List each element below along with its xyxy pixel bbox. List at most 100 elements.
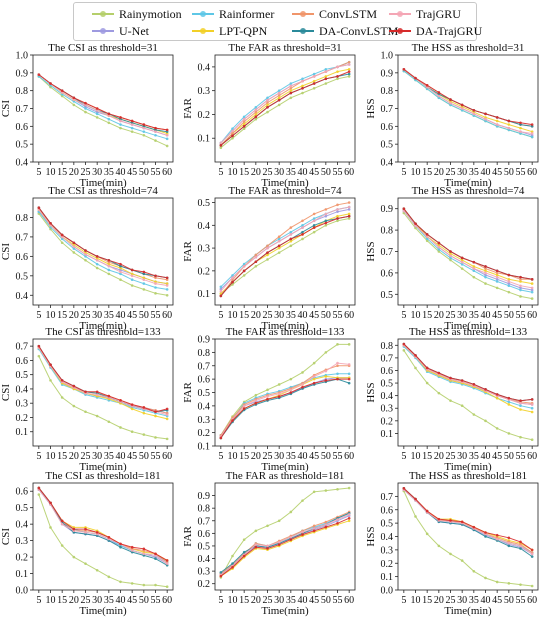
x-tick-label: 60 bbox=[344, 167, 354, 178]
series-point bbox=[301, 533, 304, 536]
series-point bbox=[336, 518, 339, 521]
series-point bbox=[495, 271, 499, 275]
series-point bbox=[154, 557, 157, 561]
series-point bbox=[84, 531, 87, 534]
y-tick-label: 0.5 bbox=[381, 290, 394, 301]
series-point bbox=[530, 552, 534, 556]
series-point bbox=[277, 244, 281, 248]
series-point bbox=[119, 266, 122, 270]
series-point bbox=[60, 94, 64, 98]
x-tick-label: 5 bbox=[401, 451, 406, 462]
x-tick-label: 45 bbox=[127, 310, 137, 321]
series-point bbox=[449, 519, 452, 522]
series-point bbox=[277, 246, 281, 250]
series-point bbox=[231, 127, 234, 131]
series-point bbox=[495, 125, 499, 128]
series-point bbox=[119, 270, 122, 274]
series-point bbox=[60, 237, 64, 241]
series-point bbox=[130, 407, 134, 411]
series-point bbox=[72, 555, 76, 559]
series-point bbox=[49, 526, 52, 529]
series-point bbox=[107, 117, 111, 121]
y-tick-label: 0.2 bbox=[16, 413, 29, 424]
series-point bbox=[530, 548, 534, 552]
series-point bbox=[107, 575, 111, 579]
series-point bbox=[142, 433, 146, 436]
series-line bbox=[403, 488, 533, 551]
series-point bbox=[347, 486, 351, 490]
y-tick-label: 0.7 bbox=[381, 492, 394, 503]
legend-swatch bbox=[292, 9, 314, 19]
series-point bbox=[231, 280, 234, 284]
series-point bbox=[231, 132, 234, 135]
x-tick-label: 50 bbox=[504, 167, 514, 178]
x-tick-label: 10 bbox=[228, 595, 238, 606]
series-line bbox=[38, 345, 168, 413]
series-point bbox=[472, 275, 476, 279]
series-point bbox=[336, 75, 339, 78]
series-point bbox=[484, 119, 487, 123]
series-point bbox=[449, 258, 452, 262]
series-point bbox=[242, 125, 246, 128]
series-point bbox=[37, 206, 41, 210]
series-line bbox=[38, 76, 168, 140]
x-tick-label: 35 bbox=[469, 595, 479, 606]
y-tick-label: 0.4 bbox=[381, 391, 394, 402]
series-point bbox=[530, 133, 534, 137]
series-point bbox=[460, 108, 464, 112]
series-point bbox=[130, 119, 134, 123]
plot-frame bbox=[214, 54, 356, 163]
series-point bbox=[301, 91, 304, 95]
series-line bbox=[403, 489, 533, 555]
x-tick-label: 10 bbox=[228, 310, 238, 321]
x-tick-label: 30 bbox=[457, 451, 467, 462]
series-line bbox=[403, 68, 533, 127]
series-point bbox=[495, 123, 499, 126]
series-point bbox=[301, 224, 304, 227]
series-point bbox=[95, 108, 99, 112]
x-tick-label: 55 bbox=[516, 167, 526, 178]
series-point bbox=[266, 251, 269, 254]
series-point bbox=[507, 290, 511, 294]
legend-item: U-Net bbox=[92, 22, 149, 40]
x-tick-label: 45 bbox=[127, 167, 137, 178]
y-tick-label: 0.6 bbox=[381, 122, 394, 133]
y-tick-label: 0.2 bbox=[198, 266, 211, 277]
series-point bbox=[324, 369, 328, 373]
series-point bbox=[254, 110, 258, 114]
series-point bbox=[142, 133, 146, 137]
x-tick-label: 25 bbox=[263, 451, 273, 462]
series-point bbox=[60, 519, 64, 523]
series-line bbox=[220, 378, 350, 439]
series-point bbox=[425, 532, 429, 536]
chart-panel: The HSS as threshold=740.50.60.70.80.95 1… bbox=[365, 185, 539, 332]
x-tick-label: 30 bbox=[92, 167, 102, 178]
y-axis-label: FAR bbox=[182, 526, 194, 547]
series-point bbox=[507, 119, 511, 123]
series-point bbox=[60, 91, 64, 94]
series-point bbox=[72, 243, 76, 246]
series-point bbox=[312, 219, 316, 223]
series-point bbox=[142, 282, 146, 285]
series-point bbox=[324, 379, 328, 382]
series-point bbox=[312, 79, 316, 83]
series-line bbox=[38, 211, 168, 290]
series-point bbox=[95, 568, 99, 572]
x-tick-label: 25 bbox=[263, 595, 273, 606]
series-point bbox=[165, 585, 169, 589]
series-point bbox=[414, 366, 417, 370]
series-point bbox=[60, 241, 64, 245]
series-point bbox=[460, 105, 464, 109]
chart-title: The CSI as threshold=181 bbox=[45, 470, 160, 482]
series-point bbox=[530, 123, 534, 126]
series-line bbox=[220, 215, 350, 297]
series-point bbox=[484, 112, 487, 116]
series-point bbox=[347, 513, 351, 516]
x-tick-label: 45 bbox=[127, 595, 137, 606]
series-point bbox=[301, 383, 304, 386]
series-point bbox=[142, 411, 146, 415]
series-point bbox=[519, 132, 522, 135]
series-point bbox=[495, 275, 499, 279]
series-point bbox=[507, 536, 511, 540]
series-line bbox=[220, 64, 350, 144]
